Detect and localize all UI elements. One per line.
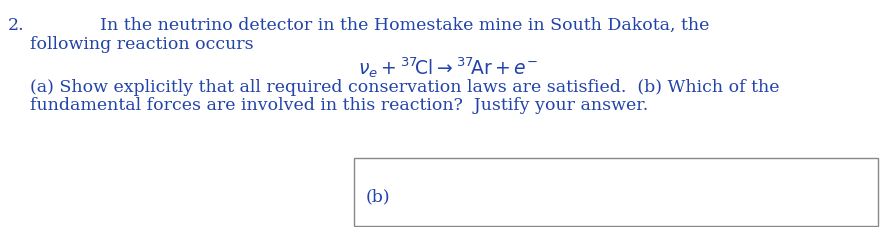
Text: 2.: 2.	[8, 17, 24, 34]
Bar	[354, 158, 878, 226]
Text: fundamental forces are involved in this reaction?  Justify your answer.: fundamental forces are involved in this …	[30, 97, 648, 114]
Text: (b): (b)	[366, 189, 391, 206]
Text: $\nu_e + {}^{37}\!\mathrm{Cl} \rightarrow {}^{37}\!\mathrm{Ar} + e^{-}$: $\nu_e + {}^{37}\!\mathrm{Cl} \rightarro…	[358, 55, 538, 80]
Text: In the neutrino detector in the Homestake mine in South Dakota, the: In the neutrino detector in the Homestak…	[100, 17, 710, 34]
Text: (a) Show explicitly that all required conservation laws are satisfied.  (b) Whic: (a) Show explicitly that all required co…	[30, 79, 780, 96]
Text: following reaction occurs: following reaction occurs	[30, 36, 254, 53]
